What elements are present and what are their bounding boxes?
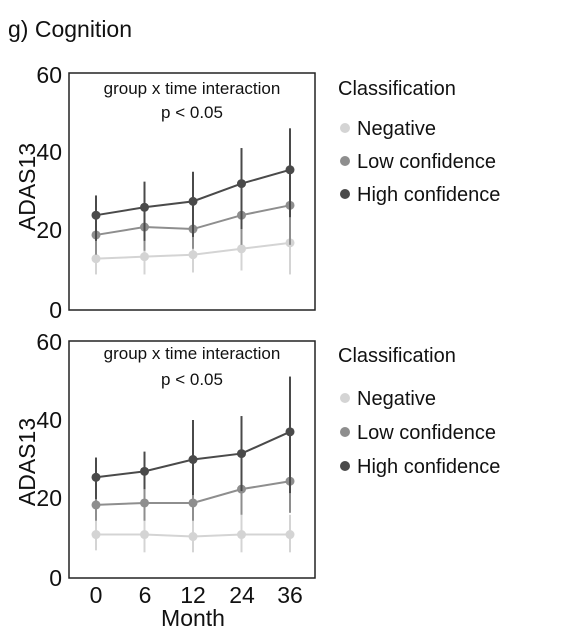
data-point bbox=[188, 532, 198, 542]
y-tick-20: 20 bbox=[36, 217, 62, 243]
data-point bbox=[91, 530, 101, 540]
data-point bbox=[91, 500, 101, 510]
y-axis-label: ADAS13 bbox=[14, 143, 40, 231]
series-marks bbox=[91, 376, 295, 553]
chart-panel-bottom: ADAS13 60 40 20 0 group x time interacti… bbox=[14, 329, 500, 631]
data-point bbox=[188, 455, 198, 464]
legend-label-high-confidence: High confidence bbox=[357, 456, 500, 478]
y-tick-40: 40 bbox=[36, 139, 62, 165]
x-tick-24: 24 bbox=[229, 582, 255, 608]
series-high-confidence bbox=[91, 128, 295, 241]
data-point bbox=[140, 466, 149, 476]
legend-marker-high-confidence bbox=[340, 189, 350, 199]
legend-marker-low-confidence bbox=[340, 156, 350, 166]
x-axis-label: Month bbox=[161, 605, 225, 631]
x-tick-36: 36 bbox=[277, 582, 303, 608]
series-high-confidence bbox=[91, 376, 295, 499]
data-point bbox=[237, 530, 246, 540]
data-point bbox=[140, 202, 149, 212]
legend-title: Classification bbox=[338, 78, 456, 100]
data-point bbox=[188, 196, 198, 206]
legend-label-high-confidence: High confidence bbox=[357, 184, 500, 206]
data-point bbox=[140, 252, 149, 262]
plot-frame bbox=[68, 340, 316, 579]
data-point bbox=[237, 449, 246, 459]
data-point bbox=[285, 427, 295, 437]
y-tick-20: 20 bbox=[36, 485, 62, 511]
data-point bbox=[140, 530, 149, 540]
annotation-line-2: p < 0.05 bbox=[161, 370, 223, 389]
legend-label-negative: Negative bbox=[357, 118, 436, 140]
data-point bbox=[91, 254, 101, 264]
x-tick-12: 12 bbox=[180, 582, 206, 608]
legend-title: Classification bbox=[338, 345, 456, 367]
data-point bbox=[140, 498, 149, 508]
data-point bbox=[237, 244, 246, 254]
chart-panel-top: ADAS13 60 40 20 0 group x time interacti… bbox=[14, 62, 500, 323]
y-tick-0: 0 bbox=[49, 565, 62, 591]
legend-label-low-confidence: Low confidence bbox=[357, 151, 496, 173]
data-point bbox=[237, 179, 246, 189]
annotation-line-2: p < 0.05 bbox=[161, 103, 223, 122]
legend-marker-negative bbox=[340, 123, 350, 133]
legend-label-low-confidence: Low confidence bbox=[357, 422, 496, 444]
figure-title: g) Cognition bbox=[8, 16, 132, 42]
annotation-line-1: group x time interaction bbox=[104, 344, 281, 363]
y-tick-60: 60 bbox=[36, 62, 62, 88]
data-point bbox=[285, 165, 295, 175]
legend-label-negative: Negative bbox=[357, 388, 436, 410]
data-point bbox=[91, 210, 101, 220]
data-point bbox=[91, 472, 101, 482]
x-tick-6: 6 bbox=[139, 582, 152, 608]
legend-marker-high-confidence bbox=[340, 461, 350, 471]
y-tick-0: 0 bbox=[49, 297, 62, 323]
data-point bbox=[188, 498, 198, 508]
y-tick-40: 40 bbox=[36, 407, 62, 433]
legend-marker-negative bbox=[340, 393, 350, 403]
y-tick-60: 60 bbox=[36, 329, 62, 355]
annotation-line-1: group x time interaction bbox=[104, 79, 281, 98]
series-negative bbox=[91, 514, 295, 553]
legend-marker-low-confidence bbox=[340, 427, 350, 437]
data-point bbox=[285, 530, 295, 540]
y-axis-label: ADAS13 bbox=[14, 418, 40, 506]
series-marks bbox=[91, 128, 295, 275]
x-tick-0: 0 bbox=[90, 582, 103, 608]
data-point bbox=[188, 250, 198, 260]
plot-frame bbox=[68, 72, 316, 311]
